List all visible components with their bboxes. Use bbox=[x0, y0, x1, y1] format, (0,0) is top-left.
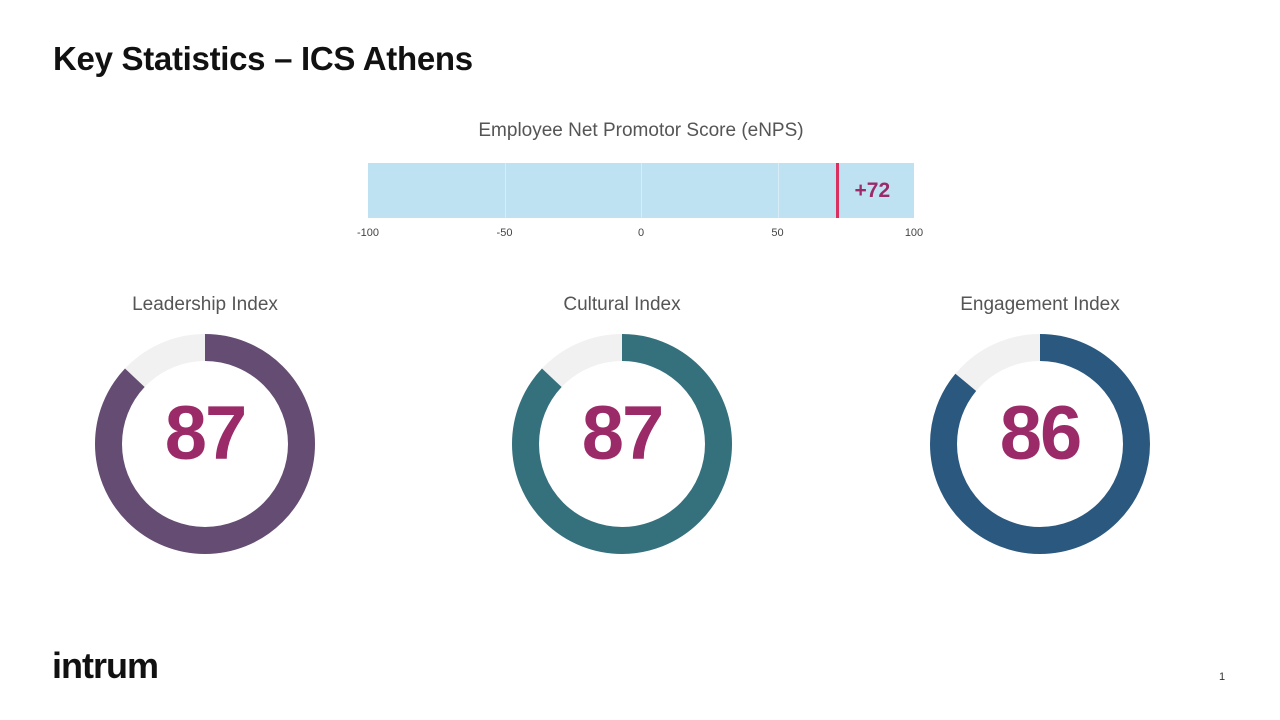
enps-gridline bbox=[777, 163, 779, 218]
page-number: 1 bbox=[1219, 671, 1226, 683]
leadership-index-donut bbox=[95, 334, 315, 554]
enps-gridline bbox=[504, 163, 506, 218]
enps-score-label: +72 bbox=[854, 179, 891, 202]
enps-tick-label: 50 bbox=[771, 227, 784, 239]
leadership-index-chart: Leadership Index 87 bbox=[55, 290, 355, 554]
cultural-index-value: 87 bbox=[581, 391, 665, 476]
page-title: Key Statistics – ICS Athens bbox=[53, 40, 473, 77]
engagement-index-value: 86 bbox=[999, 391, 1083, 476]
cultural-index-title: Cultural Index bbox=[563, 294, 681, 315]
cultural-index-chart: Cultural Index 87 bbox=[472, 290, 772, 554]
engagement-index-value-arc bbox=[930, 334, 1150, 554]
enps-score-marker bbox=[836, 163, 840, 218]
enps-tick-label: 100 bbox=[904, 227, 924, 239]
enps-chart-title: Employee Net Promotor Score (eNPS) bbox=[478, 120, 804, 141]
enps-tick-label: -50 bbox=[496, 227, 513, 239]
cultural-index-value-arc bbox=[512, 334, 732, 554]
intrum-logo: intrum bbox=[52, 645, 159, 686]
cultural-index-donut bbox=[512, 334, 732, 554]
engagement-index-chart: Engagement Index 86 bbox=[890, 290, 1190, 554]
enps-gridline bbox=[641, 163, 642, 218]
leadership-index-value-arc bbox=[95, 334, 315, 554]
leadership-index-title: Leadership Index bbox=[132, 294, 278, 315]
enps-track: +72 bbox=[368, 163, 914, 218]
engagement-index-title: Engagement Index bbox=[960, 294, 1120, 315]
engagement-index-donut bbox=[930, 334, 1150, 554]
enps-tick-label: -100 bbox=[356, 227, 380, 239]
enps-tick-label: 0 bbox=[637, 227, 645, 239]
leadership-index-value: 87 bbox=[164, 391, 248, 476]
